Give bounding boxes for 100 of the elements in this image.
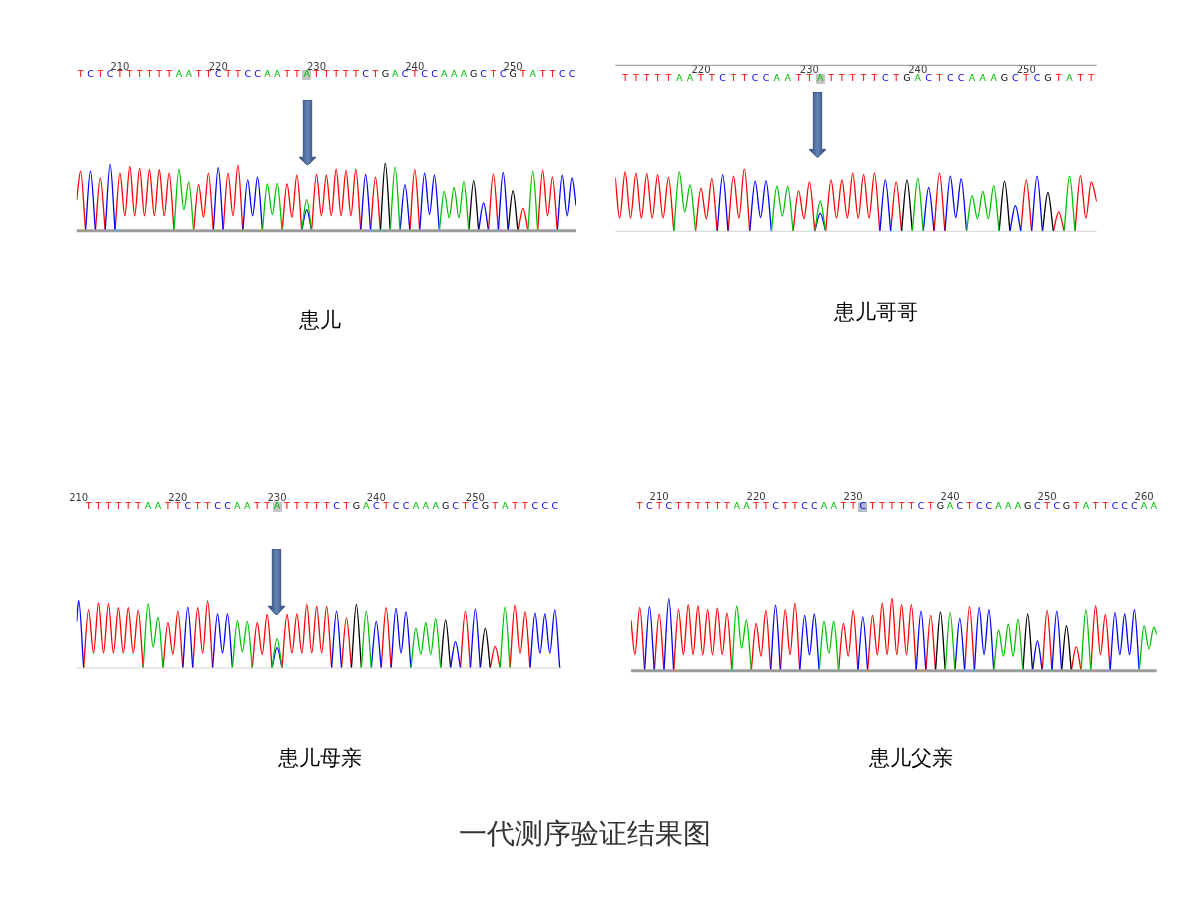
text: A	[363, 500, 371, 512]
text: C	[985, 500, 993, 512]
text: C	[558, 68, 566, 80]
text: T	[84, 500, 92, 512]
text: T	[312, 500, 320, 512]
x-tick-label: 250	[1037, 490, 1057, 502]
text: T	[145, 68, 153, 80]
text: T	[635, 500, 643, 512]
text: T	[104, 500, 112, 512]
text: A	[990, 72, 998, 84]
text: A	[1005, 500, 1013, 512]
text: T	[521, 500, 529, 512]
text: T	[848, 72, 856, 84]
text: A	[244, 500, 252, 512]
text: C	[665, 500, 673, 512]
text: A	[391, 68, 399, 80]
text: T	[292, 68, 300, 80]
text: C	[762, 72, 770, 84]
text: T	[632, 72, 639, 84]
text: A	[273, 68, 281, 80]
text: C	[1131, 500, 1139, 512]
text: C	[541, 500, 549, 512]
text: A	[1014, 500, 1022, 512]
text: T	[253, 500, 261, 512]
text: T	[935, 72, 943, 84]
x-tick-label: 230	[267, 491, 287, 503]
text: T	[342, 68, 350, 80]
text: A	[144, 500, 152, 512]
text: T	[723, 500, 731, 512]
text: T	[283, 68, 291, 80]
text: T	[203, 500, 211, 512]
text: A	[773, 72, 781, 84]
text: T	[135, 68, 143, 80]
text: C	[957, 72, 965, 84]
text: G	[470, 68, 478, 80]
text: T	[868, 500, 876, 512]
text: G	[352, 500, 361, 512]
text: C	[1121, 500, 1129, 512]
text: T	[1043, 500, 1051, 512]
text: C	[947, 72, 954, 84]
text: A	[234, 500, 242, 512]
text: T	[164, 500, 172, 512]
text: T	[781, 500, 789, 512]
text: C	[772, 500, 780, 512]
text: A	[733, 500, 741, 512]
text: C	[472, 500, 480, 512]
text: C	[551, 500, 559, 512]
text: T	[548, 68, 556, 80]
text: T	[173, 500, 181, 512]
text: A	[441, 68, 449, 80]
text: T	[491, 500, 499, 512]
text: G	[381, 68, 390, 80]
text: C	[568, 68, 576, 80]
text: T	[878, 500, 886, 512]
text: T	[134, 500, 142, 512]
x-tick-label: 250	[465, 491, 485, 503]
text: T	[233, 68, 241, 80]
text: C	[917, 500, 925, 512]
text: T	[926, 500, 934, 512]
text: C	[801, 500, 809, 512]
text: C	[214, 500, 222, 512]
text: A	[830, 500, 838, 512]
text: T	[382, 500, 390, 512]
text: T	[511, 500, 519, 512]
text: A	[185, 68, 193, 80]
text: C	[956, 500, 964, 512]
text: T	[655, 500, 663, 512]
text: C	[402, 500, 410, 512]
text: C	[975, 500, 983, 512]
text: A	[175, 68, 183, 80]
text: T	[1076, 72, 1084, 84]
text: C	[362, 68, 370, 80]
text: T	[664, 72, 672, 84]
text: G	[441, 500, 450, 512]
text: T	[870, 72, 878, 84]
text: C	[244, 68, 252, 80]
text: T	[729, 72, 737, 84]
text: T	[96, 68, 104, 80]
text: A	[154, 500, 162, 512]
text: T	[1091, 500, 1099, 512]
text: 一代测序验证结果图	[458, 817, 712, 851]
x-tick-label: 220	[746, 490, 766, 502]
text: T	[194, 68, 202, 80]
text: A	[979, 72, 987, 84]
text: A	[784, 72, 792, 84]
text: A	[946, 500, 954, 512]
text: T	[839, 500, 847, 512]
text: C	[1111, 500, 1119, 512]
text: T	[193, 500, 201, 512]
text: G	[1044, 72, 1052, 84]
text: C	[254, 68, 262, 80]
text: T	[837, 72, 845, 84]
text: T	[794, 72, 802, 84]
text: T	[892, 72, 900, 84]
text: A	[264, 68, 272, 80]
text: C	[431, 68, 439, 80]
text: G	[1000, 72, 1009, 84]
text: T	[849, 500, 857, 512]
text: T	[740, 72, 748, 84]
text: C	[719, 72, 727, 84]
